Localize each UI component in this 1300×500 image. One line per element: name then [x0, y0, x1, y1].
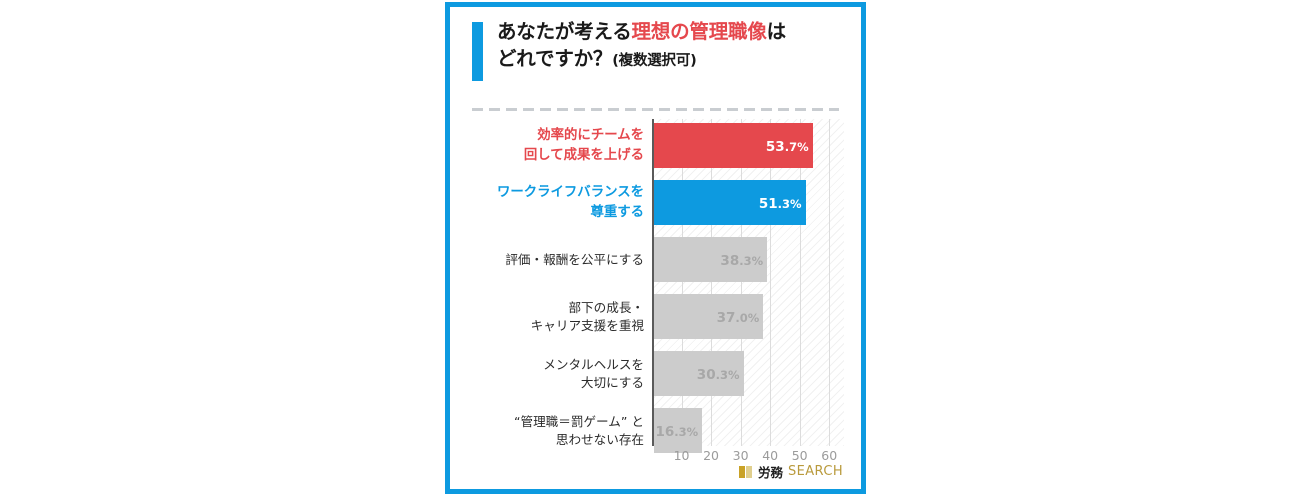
bar-value-label: 16.3%	[655, 423, 699, 440]
bar: 37.0%	[654, 294, 764, 339]
title-line2-sub: (複数選択可)	[612, 52, 697, 69]
bar-row: 評価・報酬を公平にする 38.3%	[505, 237, 848, 282]
x-tick-30: 30	[732, 448, 749, 463]
bar: 38.3%	[654, 237, 768, 282]
bar-value-label: 53.7%	[765, 138, 809, 155]
divider	[472, 108, 839, 111]
title-block: あなたが考える理想の管理職像は どれですか？(複数選択可)	[472, 19, 843, 81]
bar-value-label: 38.3%	[720, 252, 764, 269]
gridline-20	[711, 119, 713, 446]
gridline-30	[740, 119, 742, 446]
bar-chart: 効率的にチームを 回して成果を上げる 53.7% ワークライフバランスを 尊重する 5…	[450, 119, 861, 463]
bar-category-label: 部下の成長・ キャリア支援を重視	[530, 299, 644, 333]
x-tick-50: 50	[791, 448, 808, 463]
gridline-50	[799, 119, 801, 446]
gridline-10	[681, 119, 683, 446]
title-line1-pre: あなたが考える	[497, 20, 632, 43]
title-line1-highlight: 理想の管理職像	[631, 20, 767, 43]
bar-value-label: 51.3%	[758, 195, 802, 212]
bar-row: 部下の成長・ キャリア支援を重視 37.0%	[531, 294, 848, 339]
logo-text-jp: 労務	[757, 465, 783, 480]
plot-area: 効率的にチームを 回して成果を上げる 53.7% ワークライフバランスを 尊重する 5…	[497, 119, 848, 463]
bar-category-label: 評価・報酬を公平にする	[505, 251, 644, 267]
bar-value-label: 30.3%	[696, 366, 740, 383]
bar-category-label: ワークライフバランスを 尊重する	[496, 185, 644, 220]
page-title: あなたが考える理想の管理職像は どれですか？(複数選択可)	[497, 19, 786, 72]
y-axis-line	[652, 119, 654, 446]
bar: 16.3%	[654, 408, 703, 453]
bar-row: “管理職＝罰ゲーム” と 思わせない存在 16.3%	[514, 408, 848, 453]
book-icon	[738, 465, 753, 478]
survey-result-card: あなたが考える理想の管理職像は どれですか？(複数選択可) 効率的にチームを 回…	[445, 2, 866, 494]
x-tick-60: 60	[821, 448, 838, 463]
bar: 30.3%	[654, 351, 744, 396]
x-axis-ticks: 10 20 30 40 50 60	[652, 448, 852, 470]
x-tick-20: 20	[703, 448, 720, 463]
gridline-40	[770, 119, 772, 446]
title-line2-main: どれですか？	[497, 46, 613, 70]
bar-row: ワークライフバランスを 尊重する 51.3%	[497, 180, 848, 225]
gridline-60	[829, 119, 831, 446]
bar: 53.7%	[654, 123, 813, 168]
bar-value-label: 37.0%	[716, 309, 760, 326]
bar-row: メンタルヘルスを 大切にする 30.3%	[543, 351, 848, 396]
bar-row: 効率的にチームを 回して成果を上げる 53.7%	[524, 123, 848, 168]
title-line1-post: は	[766, 20, 787, 43]
x-tick-10: 10	[673, 448, 690, 463]
bar: 51.3%	[654, 180, 806, 225]
title-accent-bar	[472, 22, 483, 81]
bar-category-label: “管理職＝罰ゲーム” と 思わせない存在	[513, 413, 644, 447]
bar-category-label: 効率的にチームを 回して成果を上げる	[523, 128, 644, 163]
x-tick-40: 40	[762, 448, 779, 463]
brand-logo: 労務 SEARCH	[738, 462, 843, 481]
logo-text-en: SEARCH	[788, 464, 843, 479]
bar-category-label: メンタルヘルスを 大切にする	[543, 356, 644, 390]
